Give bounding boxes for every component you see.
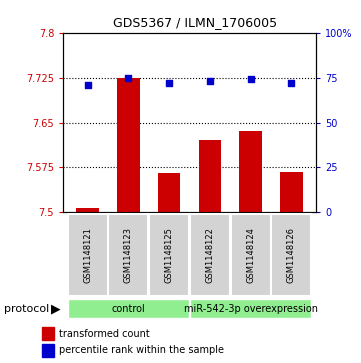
Bar: [271, 214, 312, 296]
Text: transformed count: transformed count: [59, 329, 150, 339]
Text: GSM1148123: GSM1148123: [124, 227, 133, 283]
Bar: [68, 214, 108, 296]
Bar: [190, 214, 230, 296]
Bar: [231, 214, 271, 296]
Bar: [42, 344, 54, 357]
Bar: [280, 172, 303, 212]
Text: GDS5367 / ILMN_1706005: GDS5367 / ILMN_1706005: [113, 16, 277, 29]
Point: [166, 80, 172, 86]
Point: [248, 77, 253, 82]
Text: GSM1148126: GSM1148126: [287, 227, 296, 283]
Point: [288, 80, 294, 86]
Bar: [149, 214, 189, 296]
Text: miR-542-3p overexpression: miR-542-3p overexpression: [184, 303, 318, 314]
Bar: [117, 78, 140, 212]
Text: protocol: protocol: [4, 303, 49, 314]
Bar: [42, 327, 54, 340]
Bar: [68, 299, 189, 318]
Bar: [190, 299, 312, 318]
Point: [207, 78, 213, 84]
Bar: [199, 140, 221, 212]
Bar: [108, 214, 148, 296]
Text: GSM1148121: GSM1148121: [83, 227, 92, 283]
Point: [126, 75, 131, 81]
Text: GSM1148124: GSM1148124: [246, 227, 255, 283]
Text: GSM1148122: GSM1148122: [205, 227, 214, 283]
Bar: [158, 174, 180, 212]
Point: [85, 82, 91, 88]
Bar: [77, 208, 99, 212]
Bar: [239, 131, 262, 212]
Text: percentile rank within the sample: percentile rank within the sample: [59, 346, 224, 355]
Text: control: control: [112, 303, 145, 314]
Text: ▶: ▶: [51, 302, 61, 315]
Text: GSM1148125: GSM1148125: [165, 227, 174, 283]
